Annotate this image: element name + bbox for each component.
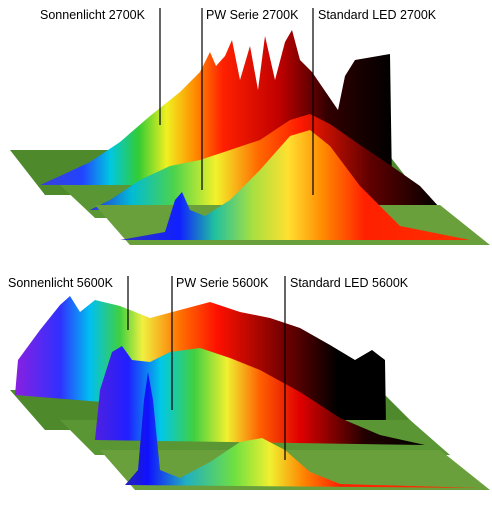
label: Standard LED 5600K <box>290 276 409 290</box>
spectrum-pw <box>95 346 425 445</box>
label: Sonnenlicht 5600K <box>8 276 114 290</box>
label: PW Serie 2700K <box>206 8 299 22</box>
panel-2700k: Sonnenlicht 2700K PW Serie 2700K Standar… <box>10 8 490 245</box>
spectrum-led <box>125 372 480 488</box>
spectrum-led <box>120 130 470 240</box>
panel-5600k: Sonnenlicht 5600K PW Serie 5600K Standar… <box>8 276 490 490</box>
label: Standard LED 2700K <box>318 8 437 22</box>
label: Sonnenlicht 2700K <box>40 8 146 22</box>
label: PW Serie 5600K <box>176 276 269 290</box>
